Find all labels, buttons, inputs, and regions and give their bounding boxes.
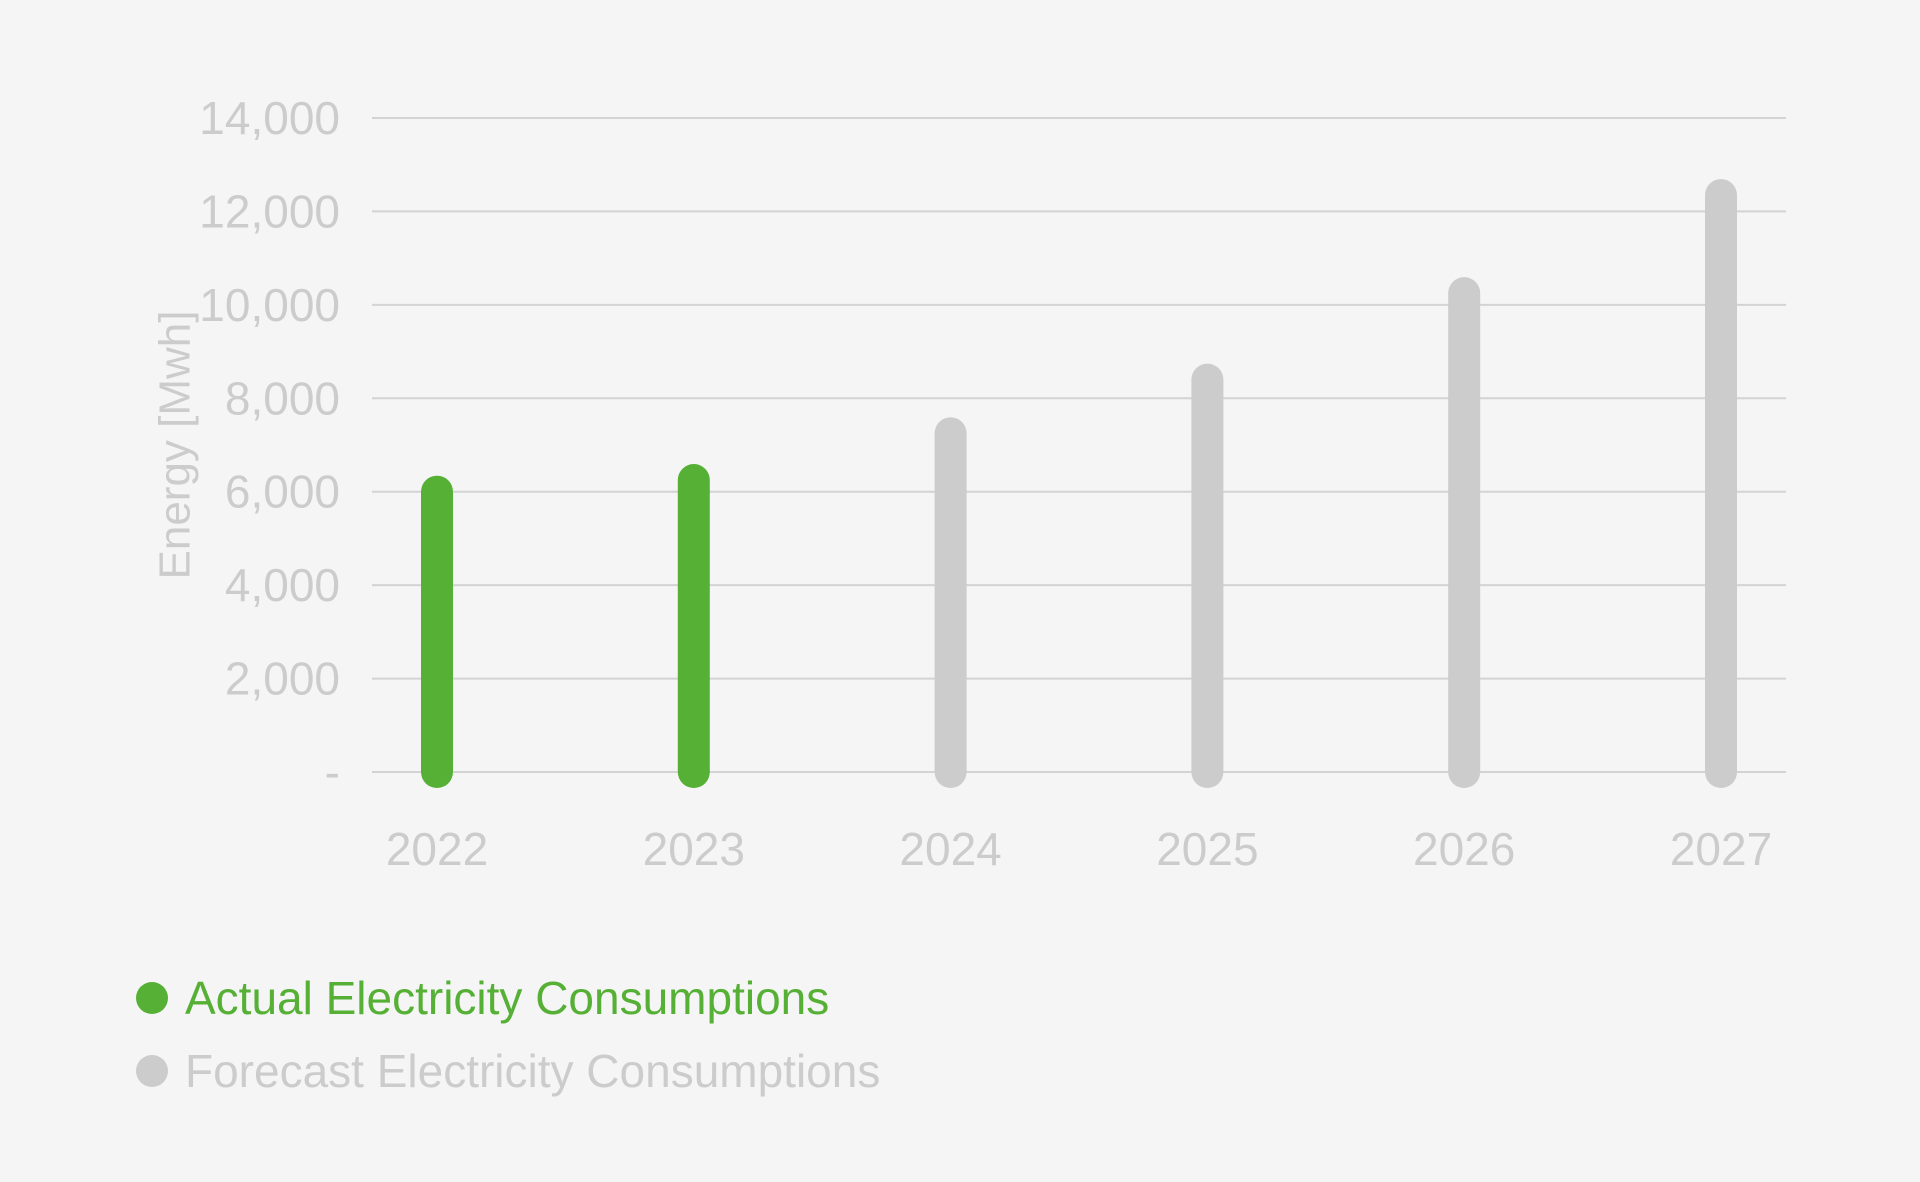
y-axis-ticks: - 2,000 4,000 6,000 8,000 10,000 12,000 14,000 — [199, 92, 340, 798]
y-tick-label: 2,000 — [225, 653, 340, 705]
legend: Actual Electricity Consumptions Forecast… — [136, 972, 880, 1097]
x-tick-label: 2023 — [643, 823, 745, 875]
legend-marker-actual — [136, 982, 168, 1014]
x-axis-ticks: 2022 2023 2024 2025 2026 2027 — [386, 823, 1772, 875]
y-tick-label: - — [325, 746, 340, 798]
legend-marker-forecast — [136, 1055, 168, 1087]
y-tick-label: 8,000 — [225, 372, 340, 424]
y-tick-label: 6,000 — [225, 466, 340, 518]
x-tick-label: 2022 — [386, 823, 488, 875]
x-tick-label: 2024 — [899, 823, 1001, 875]
y-tick-label: 10,000 — [199, 279, 340, 331]
legend-label-forecast: Forecast Electricity Consumptions — [185, 1045, 880, 1097]
y-tick-label: 14,000 — [199, 92, 340, 144]
x-tick-label: 2026 — [1413, 823, 1515, 875]
bars — [421, 179, 1737, 788]
y-tick-label: 4,000 — [225, 559, 340, 611]
legend-label-actual: Actual Electricity Consumptions — [185, 972, 829, 1024]
gridlines — [372, 117, 1786, 773]
y-tick-label: 12,000 — [199, 185, 340, 237]
y-axis-title: Energy [Mwh] — [151, 311, 200, 580]
x-tick-label: 2027 — [1670, 823, 1772, 875]
x-tick-label: 2025 — [1156, 823, 1258, 875]
